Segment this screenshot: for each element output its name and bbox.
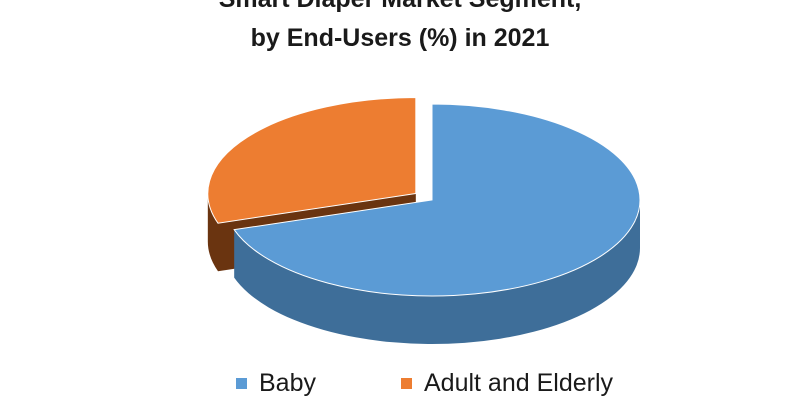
legend-label-baby: Baby [259, 369, 316, 397]
legend-label-adult-and-elderly: Adult and Elderly [424, 369, 614, 397]
pie-tops [207, 97, 641, 297]
legend-item-baby: Baby [236, 366, 316, 400]
legend-swatch-baby [236, 377, 247, 389]
legend-item-adult-and-elderly: Adult and Elderly [401, 366, 613, 400]
legend: Baby Adult and Elderly [0, 366, 800, 400]
chart-title-line-2: by End-Users (%) in 2021 [250, 24, 550, 52]
pie-side-adult-and-elderly [207, 193, 218, 272]
chart-title-line-1: Smart Diaper Market Segment, [0, 0, 800, 14]
pie-slice-adult-and-elderly [207, 97, 417, 224]
legend-swatch-adult-and-elderly [401, 377, 412, 389]
pie-slice-baby [233, 103, 641, 297]
pie-side-baby [234, 200, 640, 345]
